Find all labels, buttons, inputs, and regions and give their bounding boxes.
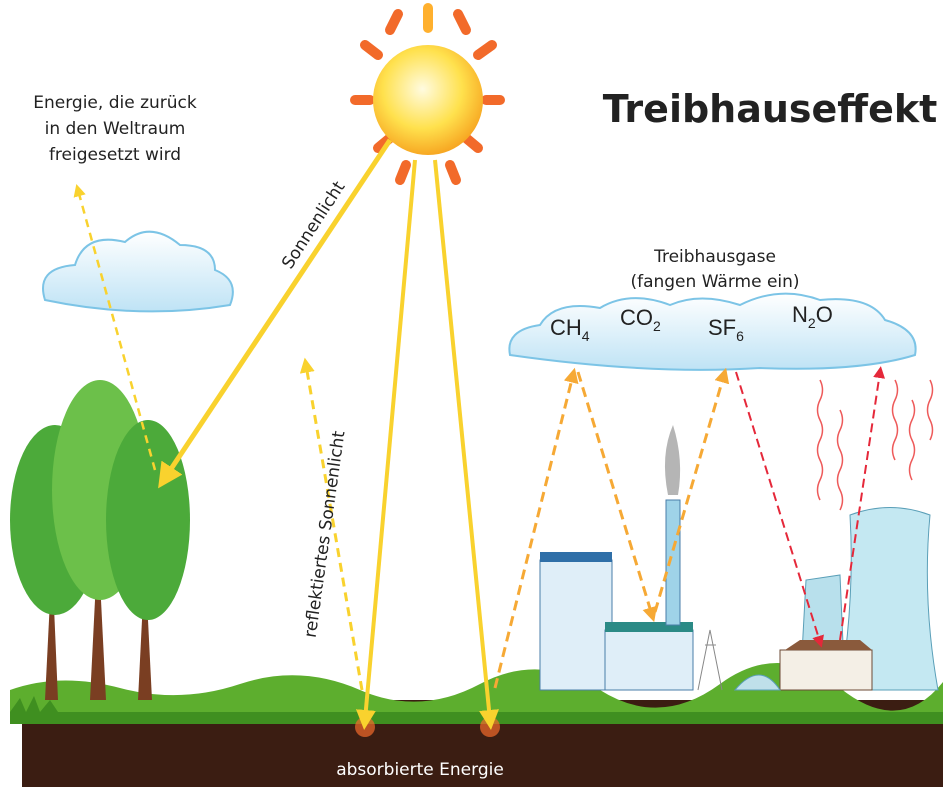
title: Treibhauseffekt xyxy=(603,87,938,131)
gas-symbol: O xyxy=(816,302,833,327)
gas-symbol: N xyxy=(792,302,808,327)
greenhouse-diagram: Treibhauseffekt Energie, die zurück in d… xyxy=(0,0,943,787)
gas-symbol: CH xyxy=(550,315,582,340)
gas-subscript: 6 xyxy=(736,328,744,344)
arrows xyxy=(78,140,880,720)
cloud-left xyxy=(43,232,233,312)
gas-symbol: SF xyxy=(708,315,736,340)
gas-symbol: CO xyxy=(620,305,653,330)
gases-label-line: Treibhausgase xyxy=(653,247,776,267)
reflected-label: reflektiertes Sonnenlicht xyxy=(301,429,350,639)
gas-subscript: 2 xyxy=(653,318,661,334)
trees xyxy=(10,380,190,700)
space-label-line: in den Weltraum xyxy=(45,119,186,139)
sun xyxy=(355,8,500,180)
ground-label: absorbierte Energie xyxy=(336,760,504,780)
space-label-line: freigesetzt wird xyxy=(49,145,181,165)
factory xyxy=(540,425,938,690)
gas-subscript: 2 xyxy=(808,315,816,331)
gases-label-line: (fangen Wärme ein) xyxy=(630,272,799,292)
space-label-line: Energie, die zurück xyxy=(33,93,197,113)
gas-subscript: 4 xyxy=(582,328,590,344)
